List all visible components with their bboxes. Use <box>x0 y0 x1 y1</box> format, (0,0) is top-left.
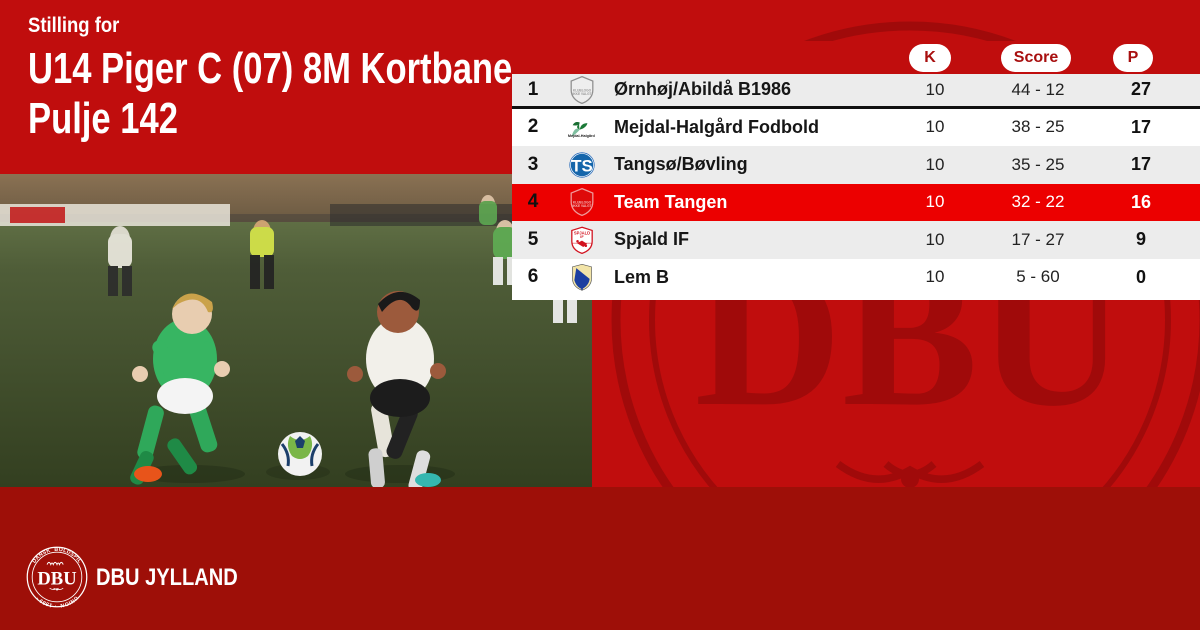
svg-text:IKKE VALGT: IKKE VALGT <box>573 204 592 208</box>
svg-text:Mejdal-Halgård: Mejdal-Halgård <box>568 134 595 138</box>
svg-text:TS: TS <box>571 156 592 175</box>
svg-text:IKKE VALGT: IKKE VALGT <box>573 92 592 96</box>
